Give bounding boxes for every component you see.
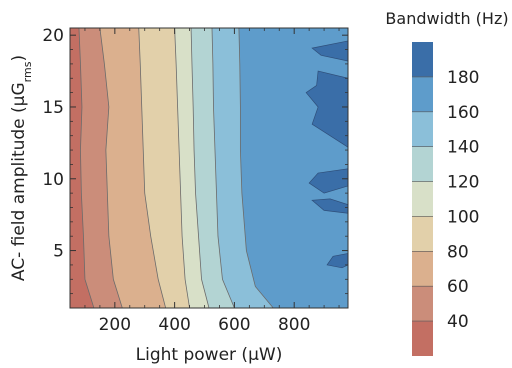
- x-tick-labels: 200 400 600 800: [99, 315, 311, 335]
- y-tick-labels: 5 10 15 20: [42, 26, 64, 261]
- contour-line-140: [211, 27, 235, 309]
- colorbar-title: Bandwidth (Hz): [385, 9, 508, 28]
- contour-islands: [305, 40, 349, 269]
- colorbar-ticks: [412, 76, 433, 322]
- y-axis-label: AC- field amplitude (μGrms): [9, 55, 34, 281]
- colorbar-label: 180: [447, 68, 479, 88]
- colorbar-band-180-200: [412, 42, 433, 77]
- colorbar-label: 120: [447, 173, 479, 193]
- y-tick-label: 15: [42, 98, 64, 118]
- colorbar-bands: [412, 42, 433, 356]
- x-tick-label: 600: [218, 315, 250, 335]
- x-axis-label: Light power (μW): [136, 345, 283, 365]
- y-axis-label-sub: rms: [21, 61, 34, 82]
- x-tick-label: 400: [158, 315, 190, 335]
- colorbar-label: 100: [447, 207, 479, 227]
- contour-line-120: [190, 27, 210, 309]
- contour-band-20-40: [70, 28, 94, 308]
- contour-line-100: [174, 27, 190, 309]
- colorbar: Bandwidth (Hz) 40 60 80 100 120 140 160 180: [385, 9, 509, 356]
- x-tick-label: 200: [99, 315, 131, 335]
- colorbar-band-120-140: [412, 146, 433, 182]
- axis-ticks: [70, 28, 348, 309]
- contour-island-180-1: [305, 70, 349, 148]
- contour-line-80: [138, 27, 167, 309]
- x-tick-label: 800: [278, 315, 310, 335]
- y-axis-label-close: ): [9, 55, 29, 62]
- colorbar-label: 160: [447, 103, 479, 123]
- colorbar-band-100-120: [412, 181, 433, 217]
- y-tick-label: 10: [42, 170, 64, 190]
- contour-bands: [70, 27, 274, 309]
- plot-frame: [69, 27, 349, 309]
- colorbar-band-60-80: [412, 251, 433, 287]
- colorbar-label: 80: [447, 242, 469, 262]
- colorbar-band-160-180: [412, 76, 433, 112]
- colorbar-band-140-160: [412, 111, 433, 147]
- colorbar-labels: 40 60 80 100 120 140 160 180: [447, 68, 479, 332]
- colorbar-band-80-100: [412, 216, 433, 252]
- contour-line-60: [99, 27, 123, 309]
- y-tick-label: 5: [53, 242, 64, 262]
- colorbar-label: 140: [447, 138, 479, 158]
- y-tick-label: 20: [42, 26, 64, 46]
- colorbar-band-40-60: [412, 286, 433, 322]
- plot-area: [69, 27, 349, 309]
- y-axis-label-main: AC- field amplitude (μG: [9, 82, 29, 281]
- colorbar-band-20-40: [412, 321, 433, 356]
- contour-line-40: [78, 27, 95, 309]
- colorbar-label: 60: [447, 277, 469, 297]
- contour-line-160: [238, 27, 274, 309]
- colorbar-label: 40: [447, 312, 469, 332]
